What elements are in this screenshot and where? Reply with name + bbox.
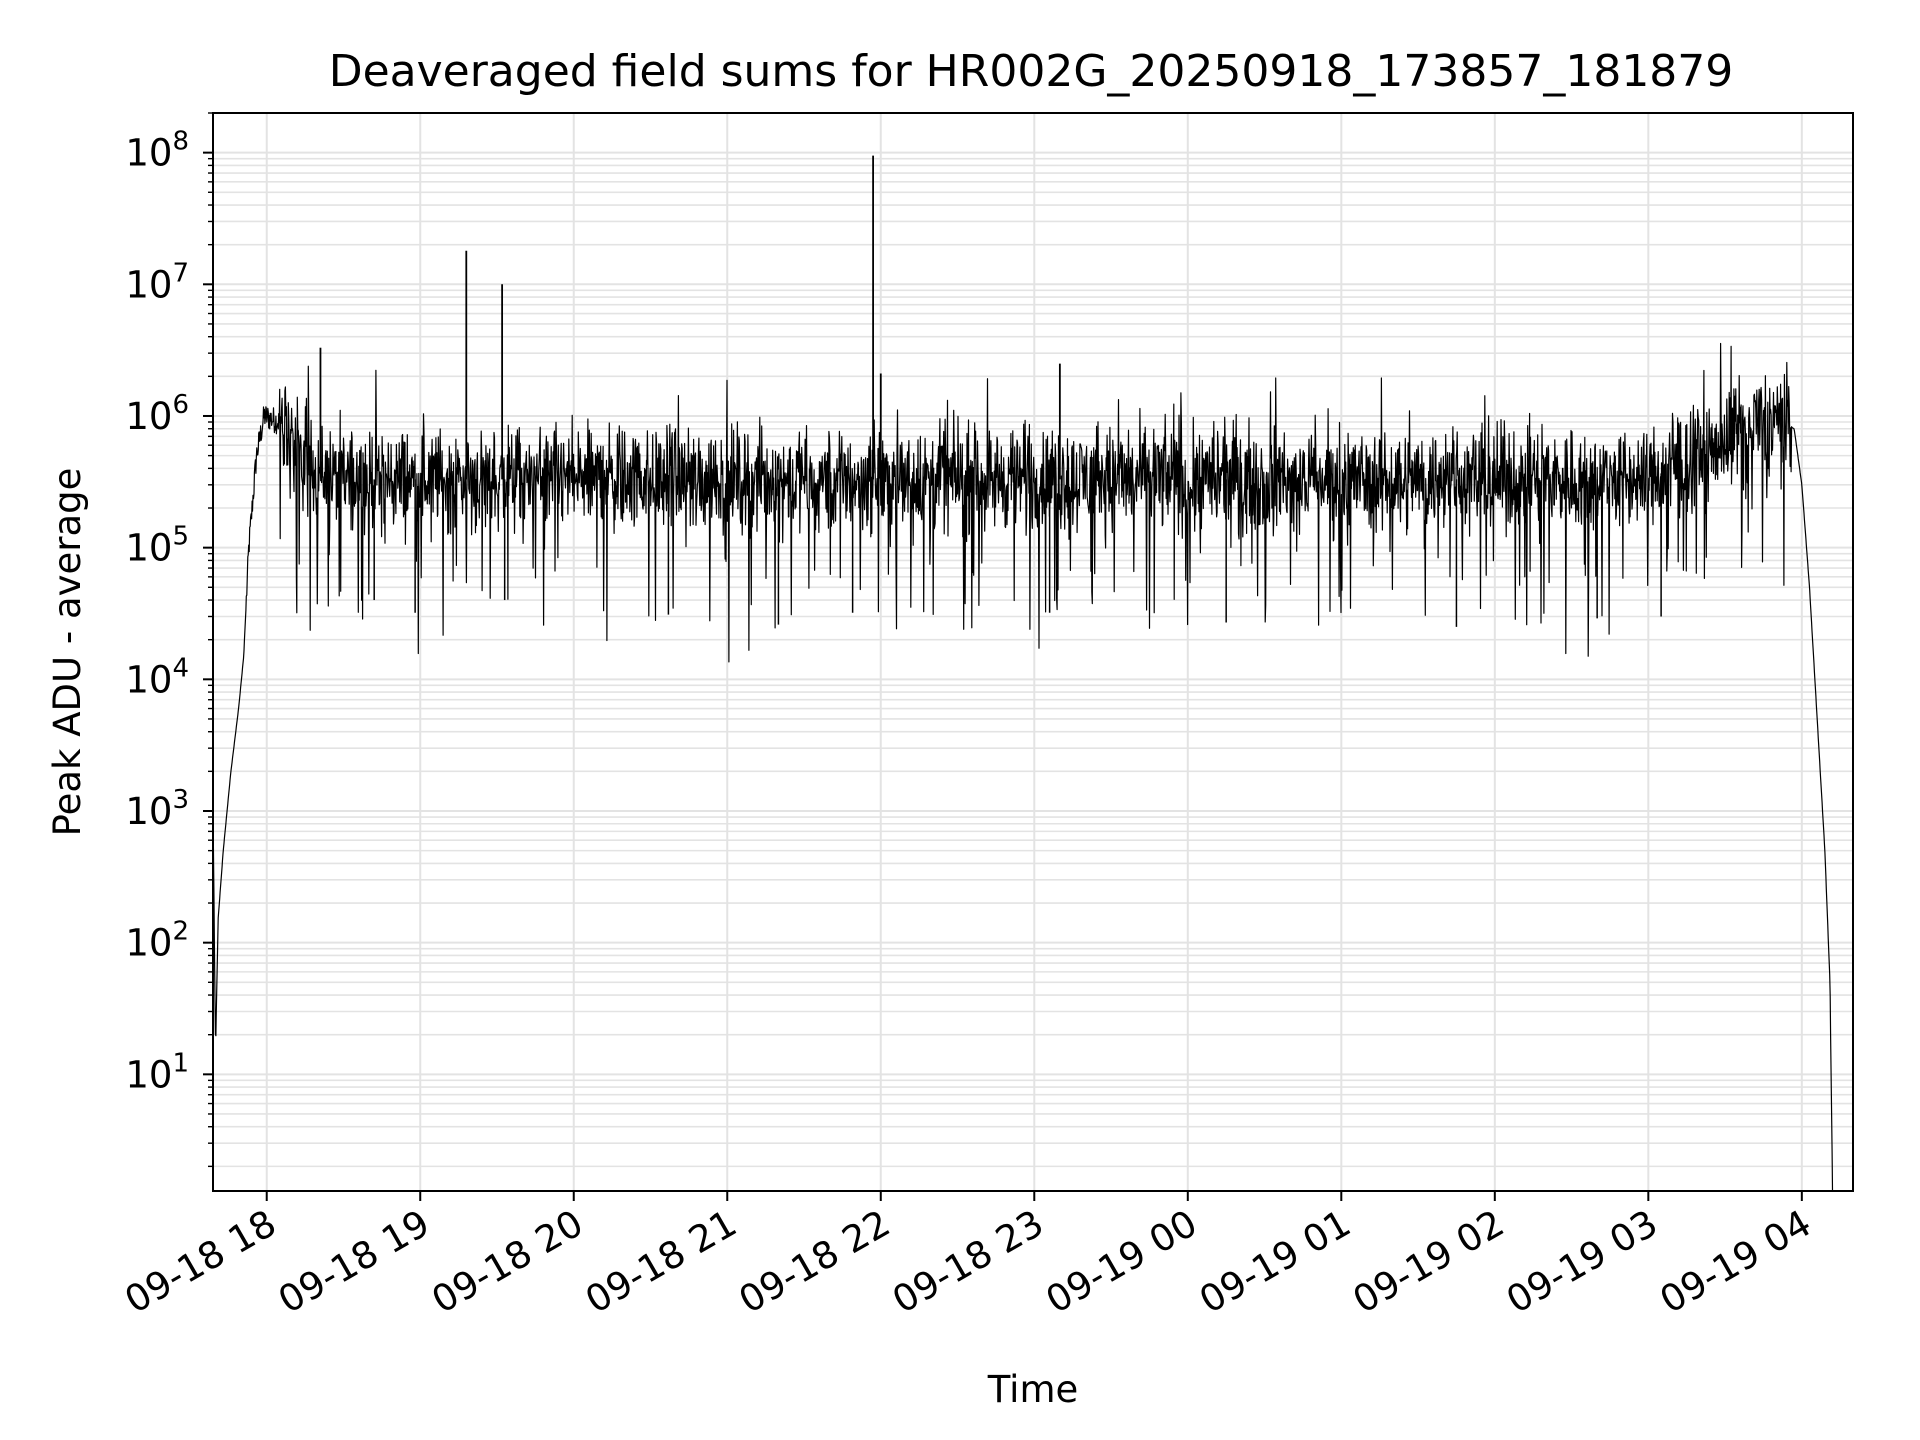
y-tick-label: 105 bbox=[125, 522, 189, 570]
y-tick-label: 107 bbox=[125, 258, 189, 306]
y-tick-label: 102 bbox=[125, 917, 189, 965]
y-axis-ticks: 101 102 103 104 105 106 107 108 bbox=[125, 112, 213, 1168]
y-tick-label: 101 bbox=[125, 1048, 189, 1096]
y-tick-label: 103 bbox=[125, 785, 189, 833]
series-line bbox=[213, 342, 1834, 1191]
plot-area bbox=[213, 155, 1834, 1191]
y-axis-label: Peak ADU - average bbox=[46, 468, 89, 837]
chart-title: Deaveraged field sums for HR002G_2025091… bbox=[329, 46, 1734, 97]
x-axis-label: Time bbox=[987, 1368, 1079, 1411]
axes-frame bbox=[212, 112, 1854, 1192]
y-tick-label: 104 bbox=[125, 653, 189, 701]
y-tick-label: 106 bbox=[125, 390, 189, 438]
grid-lines bbox=[213, 112, 1853, 1191]
y-tick-label: 108 bbox=[125, 127, 189, 175]
